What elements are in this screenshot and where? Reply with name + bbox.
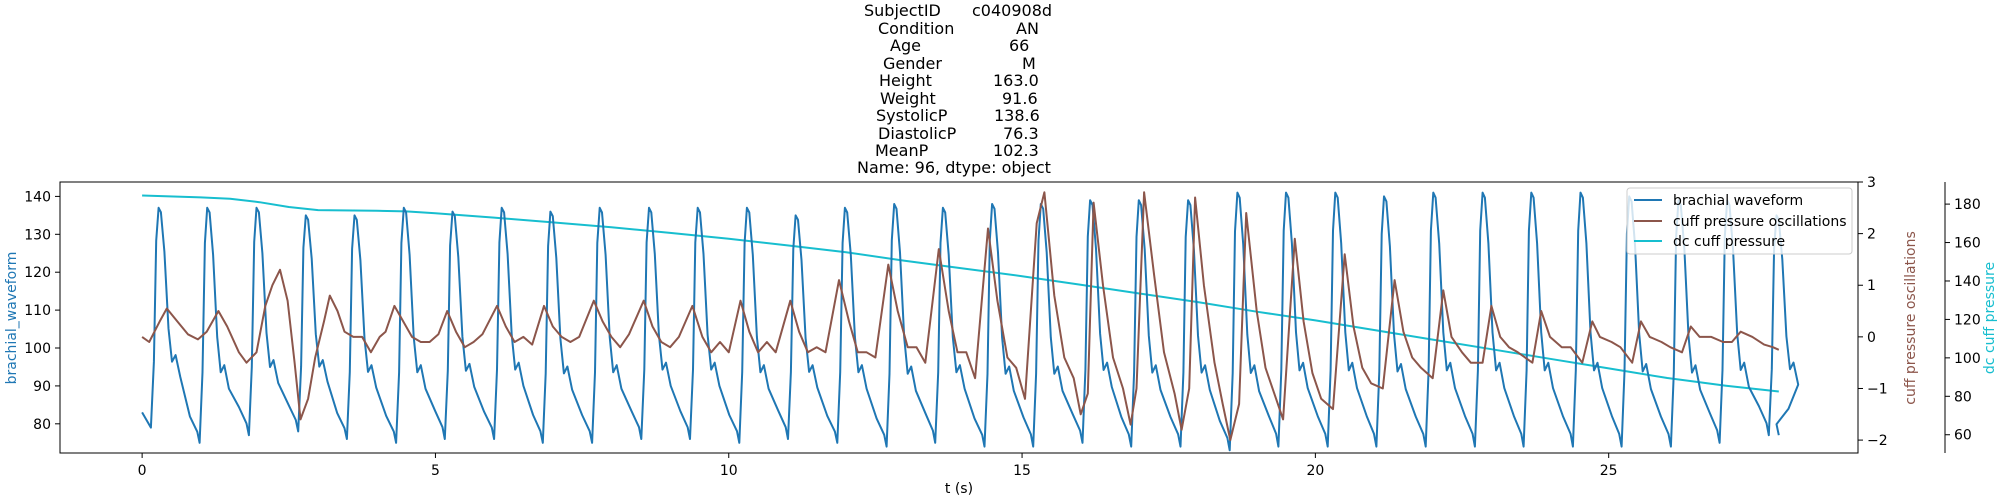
title-value-gender: M — [1022, 54, 1036, 73]
x-axis: 0 5 10 15 20 25 — [138, 453, 1618, 479]
title-key-weight: Weight — [880, 89, 936, 108]
left-tick-label-140: 140 — [24, 189, 51, 205]
plot-frame — [59, 181, 1859, 454]
title-value-condition: AN — [1016, 19, 1039, 38]
title-value-age: 66 — [1009, 36, 1030, 55]
right1-tick-label-2: 2 — [1867, 227, 1876, 243]
title-value-weight: 91.6 — [1002, 89, 1038, 108]
x-tick-label-25: 25 — [1600, 463, 1618, 479]
title-key-condition: Condition — [878, 19, 955, 38]
series-line-cuff-pressure-oscillations — [141, 191, 1780, 442]
right2-tick-label-180: 180 — [1954, 197, 1981, 213]
title-value-systolicp: 138.6 — [994, 106, 1040, 125]
legend-label-brachial: brachial waveform — [1673, 193, 1803, 209]
x-tick-label-15: 15 — [1013, 463, 1031, 479]
title-value-subjectid: c040908d — [972, 1, 1053, 20]
right1-tick-label-3: 3 — [1867, 175, 1876, 191]
title-key-diastolicp: DiastolicP — [878, 124, 957, 143]
left-axis: 80 90 100 110 120 130 140 — [24, 189, 60, 433]
title-key-age: Age — [890, 36, 921, 55]
cuff-oscillation-axis: −2 −1 0 1 2 3 — [1858, 175, 1888, 449]
series-layer — [141, 191, 1800, 452]
left-tick-label-90: 90 — [33, 379, 51, 395]
left-tick-label-130: 130 — [24, 227, 51, 243]
right2-tick-label-100: 100 — [1954, 351, 1981, 367]
x-tick-label-20: 20 — [1306, 463, 1324, 479]
x-tick-label-0: 0 — [138, 463, 147, 479]
title-key-height: Height — [879, 71, 932, 90]
left-axis-label: brachial_waveform — [4, 252, 20, 385]
x-tick-label-10: 10 — [720, 463, 738, 479]
right2-tick-label-160: 160 — [1954, 236, 1981, 252]
right2-tick-label-120: 120 — [1954, 312, 1981, 328]
right2-tick-label-60: 60 — [1954, 428, 1972, 444]
title-key-meanp: MeanP — [875, 141, 929, 160]
right1-tick-label-0: 0 — [1867, 330, 1876, 346]
dc-cuff-axis: 60 80 100 120 140 160 180 — [1945, 197, 1981, 444]
left-tick-label-120: 120 — [24, 265, 51, 281]
left-tick-label-110: 110 — [24, 303, 51, 319]
title-key-gender: Gender — [883, 54, 942, 73]
right2-tick-label-140: 140 — [1954, 274, 1981, 290]
legend: brachial waveform cuff pressure oscillat… — [1626, 187, 1853, 255]
title-key-systolicp: SystolicP — [876, 106, 948, 125]
right1-axis-label: cuff pressure oscillations — [1903, 231, 1919, 405]
legend-label-dc-cuff: dc cuff pressure — [1673, 234, 1785, 250]
left-tick-label-100: 100 — [24, 341, 51, 357]
x-tick-label-5: 5 — [431, 463, 440, 479]
x-axis-label: t (s) — [945, 481, 973, 497]
legend-box — [1626, 187, 1853, 255]
legend-label-oscillations: cuff pressure oscillations — [1673, 214, 1847, 230]
right2-axis-label: dc cuff pressure — [1982, 262, 1998, 374]
right1-tick-label-1: 1 — [1867, 278, 1876, 294]
right2-tick-label-80: 80 — [1954, 389, 1972, 405]
title-value-height: 163.0 — [993, 71, 1039, 90]
title-footer: Name: 96, dtype: object — [857, 158, 1051, 177]
title-value-diastolicp: 76.3 — [1003, 124, 1039, 143]
series-line-dc-cuff-pressure — [142, 194, 1779, 393]
left-tick-label-80: 80 — [33, 417, 51, 433]
chart-title: SubjectID c040908d Condition AN Age 66 G… — [0, 0, 2000, 178]
right1-tick-label--1: −1 — [1867, 381, 1888, 397]
title-key-subjectid: SubjectID — [864, 1, 941, 20]
series-line-brachial-waveform — [141, 191, 1800, 452]
right1-tick-label--2: −2 — [1867, 433, 1888, 449]
title-value-meanp: 102.3 — [993, 141, 1039, 160]
